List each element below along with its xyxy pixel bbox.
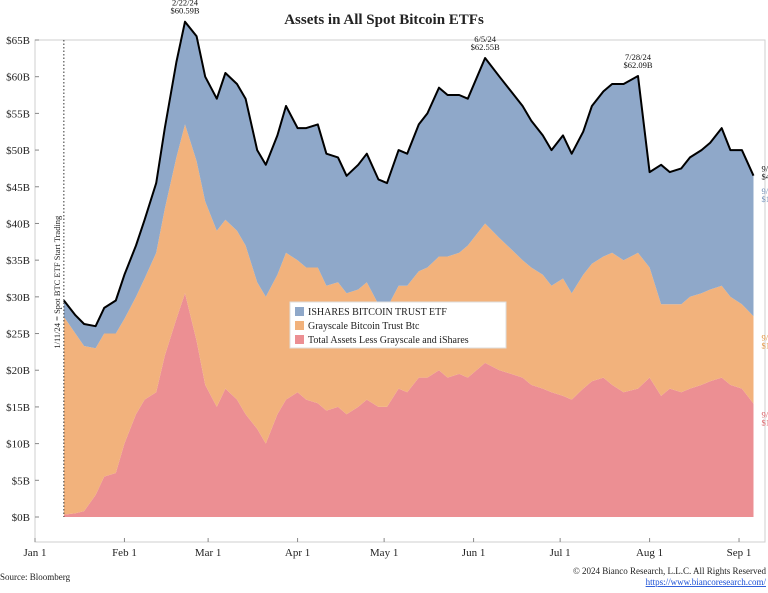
y-tick-label: $45B	[6, 182, 30, 194]
value-annotation: $46.51B	[761, 172, 768, 182]
x-tick-label: Jun 1	[462, 547, 486, 559]
x-tick-label: Sep 1	[727, 547, 752, 559]
area-other-etfs	[63, 293, 754, 517]
x-tick-label: Mar 1	[195, 547, 222, 559]
copyright-note: © 2024 Bianco Research, L.L.C. All Right…	[573, 566, 767, 576]
y-tick-label: $50B	[6, 145, 30, 157]
value-annotation: 9/6/24	[761, 164, 768, 174]
legend-swatch	[295, 307, 304, 316]
x-tick-label: May 1	[370, 547, 398, 559]
y-tick-label: $25B	[6, 329, 30, 341]
legend-swatch	[295, 335, 304, 344]
value-annotation: 9/6/24	[761, 410, 768, 420]
value-annotation: $19.15B	[761, 194, 768, 204]
legend-label: ISHARES BITCOIN TRUST ETF	[308, 307, 447, 318]
value-annotation: $11.91B	[761, 341, 768, 351]
legend-label: Total Assets Less Grayscale and iShares	[308, 335, 469, 346]
value-annotation: 6/5/24	[474, 34, 496, 44]
value-annotation: 9/6/24	[761, 186, 768, 196]
y-tick-label: $40B	[6, 218, 30, 230]
legend-swatch	[295, 321, 304, 330]
legend-label: Grayscale Bitcoin Trust Btc	[308, 321, 420, 332]
plot-area: $0B $5B $10B $15B $20B $25B $30B $35B $40B $45B $5…	[6, 0, 768, 559]
value-annotation: $15.45B	[761, 418, 768, 428]
value-annotation: 7/28/24	[625, 52, 652, 62]
y-tick-label: $65B	[6, 35, 30, 47]
total-assets-line	[63, 20, 755, 328]
legend-box	[289, 301, 507, 349]
x-tick-label: Jul 1	[550, 547, 571, 559]
start-trading-label: 1/11/24 = Spot BTC ETF Start Trading	[52, 215, 62, 349]
value-annotation: 9/6/24	[761, 333, 768, 343]
y-tick-label: $5B	[12, 475, 30, 487]
value-annotation: 2/22/24	[172, 0, 199, 8]
area-ishares	[63, 21, 754, 349]
y-tick-label: $15B	[6, 402, 30, 414]
source-note: Source: Bloomberg	[0, 572, 71, 582]
y-tick-label: $55B	[6, 108, 30, 120]
value-annotation: $62.09B	[624, 60, 653, 70]
y-tick-label: $60B	[6, 72, 30, 84]
y-tick-label: $35B	[6, 255, 30, 267]
plot-frame	[34, 39, 766, 543]
chart-title: Assets in All Spot Bitcoin ETFs	[284, 12, 484, 28]
x-tick-label: Feb 1	[112, 547, 137, 559]
x-tick-label: Apr 1	[285, 547, 310, 559]
y-tick-label: $30B	[6, 292, 30, 304]
y-tick-label: $0B	[12, 512, 30, 524]
value-annotation: $62.55B	[471, 42, 500, 52]
y-tick-label: $10B	[6, 439, 30, 451]
x-tick-label: Jan 1	[24, 547, 47, 559]
website-link[interactable]: https://www.biancoresearch.com/	[646, 577, 767, 587]
y-tick-label: $20B	[6, 365, 30, 377]
value-annotation: $60.59B	[171, 6, 200, 16]
x-tick-label: Aug 1	[636, 547, 663, 559]
legend: ISHARES BITCOIN TRUST ETF Grayscale Bitco…	[289, 301, 507, 349]
